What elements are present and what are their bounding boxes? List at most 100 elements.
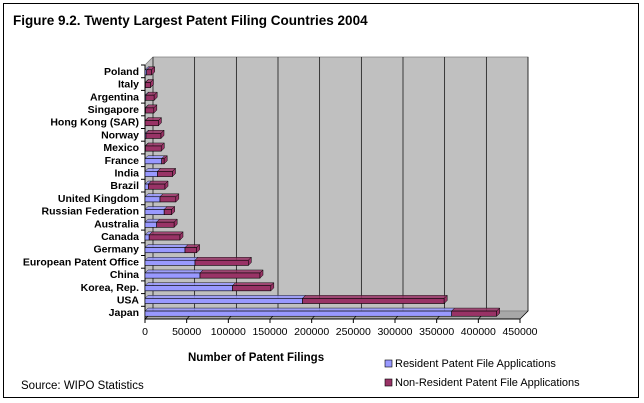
y-category-label: Russian Federation — [42, 206, 139, 218]
bar-non-resident — [194, 259, 249, 266]
bar-non-resident — [159, 196, 177, 203]
y-category-label: Mexico — [103, 142, 139, 154]
x-axis-label: Number of Patent Filings — [188, 352, 324, 364]
bar-non-resident — [156, 221, 175, 228]
source-note: Source: WIPO Statistics — [21, 380, 144, 392]
bar-resident — [144, 298, 303, 304]
bar-non-resident — [163, 209, 172, 215]
bar-non-resident — [451, 310, 497, 317]
bar-side — [163, 155, 168, 165]
bar-non-resident — [148, 183, 166, 190]
bar-top-resident — [144, 244, 189, 248]
legend-label-non-resident: Non-Resident Patent File Applications — [395, 377, 580, 389]
bar-side — [153, 91, 158, 101]
bar-side — [173, 218, 178, 228]
bar-side — [248, 256, 252, 267]
bar-non-resident — [145, 145, 162, 152]
bar-resident — [144, 310, 452, 317]
bar-top-non-resident — [231, 282, 275, 286]
bar-non-resident — [145, 82, 151, 88]
x-tick-label: 150000 — [252, 326, 287, 338]
y-category-label: USA — [117, 294, 140, 306]
x-tick-label: 250000 — [336, 326, 371, 338]
chart-frame: Figure 9.2. Twenty Largest Patent Filing… — [3, 3, 639, 398]
x-tick-label: 350000 — [419, 326, 454, 338]
y-category-label: Japan — [109, 307, 139, 319]
bar-side — [164, 180, 169, 190]
y-category-label: Germany — [93, 244, 139, 256]
bar-side — [153, 104, 158, 114]
bar-side — [160, 129, 165, 140]
bar-resident — [144, 285, 233, 292]
bar-top-non-resident — [147, 180, 169, 185]
chart-svg: Figure 9.2. Twenty Largest Patent Filing… — [13, 13, 580, 392]
bar-top-non-resident — [194, 257, 252, 261]
legend: Resident Patent File Applications Non-Res… — [384, 358, 580, 389]
legend-label-resident: Resident Patent File Applications — [395, 358, 556, 370]
bar-non-resident — [157, 171, 173, 177]
bar-top-non-resident — [199, 269, 264, 274]
x-tick-label: 50000 — [172, 326, 201, 338]
bar-side — [150, 78, 154, 89]
bar-top-resident — [144, 155, 166, 159]
x-tick-label: 400000 — [461, 326, 496, 338]
x-tick-label: 100000 — [211, 326, 246, 338]
bar-side — [175, 193, 180, 203]
x-tick-label: 200000 — [294, 326, 329, 338]
bar-side — [443, 294, 448, 305]
bar-side — [270, 282, 275, 292]
y-category-label: United Kingdom — [58, 193, 139, 205]
y-category-label: France — [105, 155, 140, 167]
bar-non-resident — [145, 107, 155, 114]
y-category-label: Korea, Rep. — [81, 282, 139, 294]
bar-non-resident — [302, 298, 445, 304]
legend-swatch-non-resident — [384, 378, 393, 387]
bar-top-non-resident — [301, 295, 448, 299]
bar-top-resident — [144, 282, 237, 286]
bar-top-resident — [144, 269, 204, 274]
bar-non-resident — [145, 132, 162, 139]
bar-top-non-resident — [451, 307, 501, 312]
bar-top-resident — [144, 257, 199, 261]
y-category-label: European Patent Office — [23, 256, 139, 268]
plot-area: 0 50000 100000 150000 200000 250000 300000 3500… — [23, 56, 538, 338]
bar-side — [171, 205, 175, 216]
y-category-label: China — [110, 269, 139, 281]
bar-resident — [144, 209, 165, 215]
y-category-label: Canada — [101, 231, 139, 243]
y-category-label: India — [114, 167, 139, 179]
bar-side — [151, 66, 155, 76]
bar-resident — [144, 171, 158, 177]
x-gridline-floor — [519, 310, 529, 320]
bar-top-resident — [144, 206, 168, 210]
bar-resident — [144, 234, 150, 241]
y-category-label: Brazil — [110, 180, 139, 192]
bar-side — [158, 116, 162, 127]
x-tick-label: 300000 — [377, 326, 412, 338]
bar-side — [179, 231, 184, 241]
bar-top-non-resident — [156, 218, 178, 223]
bar-resident — [144, 183, 149, 190]
bar-resident — [144, 259, 196, 266]
bar-non-resident — [145, 94, 155, 101]
x-tick-label: 450000 — [502, 326, 537, 338]
bar-side — [496, 307, 500, 317]
legend-swatch-resident — [384, 359, 393, 368]
bar-top-resident — [144, 307, 456, 312]
bar-side — [259, 269, 264, 279]
bar-top-resident — [144, 295, 307, 299]
bar-side — [196, 243, 200, 254]
bar-resident — [144, 221, 157, 228]
y-category-label: Argentina — [90, 91, 139, 103]
bar-resident — [144, 196, 161, 203]
y-category-label: Italy — [118, 79, 139, 91]
y-category-label: Poland — [104, 66, 139, 78]
bar-side — [161, 142, 165, 152]
bar-top-non-resident — [148, 231, 184, 236]
bar-non-resident — [144, 120, 159, 127]
chart-title: Figure 9.2. Twenty Largest Patent Filing… — [13, 13, 368, 28]
y-category-label: Norway — [101, 129, 139, 141]
y-category-label: Singapore — [88, 104, 140, 116]
bar-non-resident — [232, 285, 272, 292]
bar-resident — [144, 247, 186, 254]
